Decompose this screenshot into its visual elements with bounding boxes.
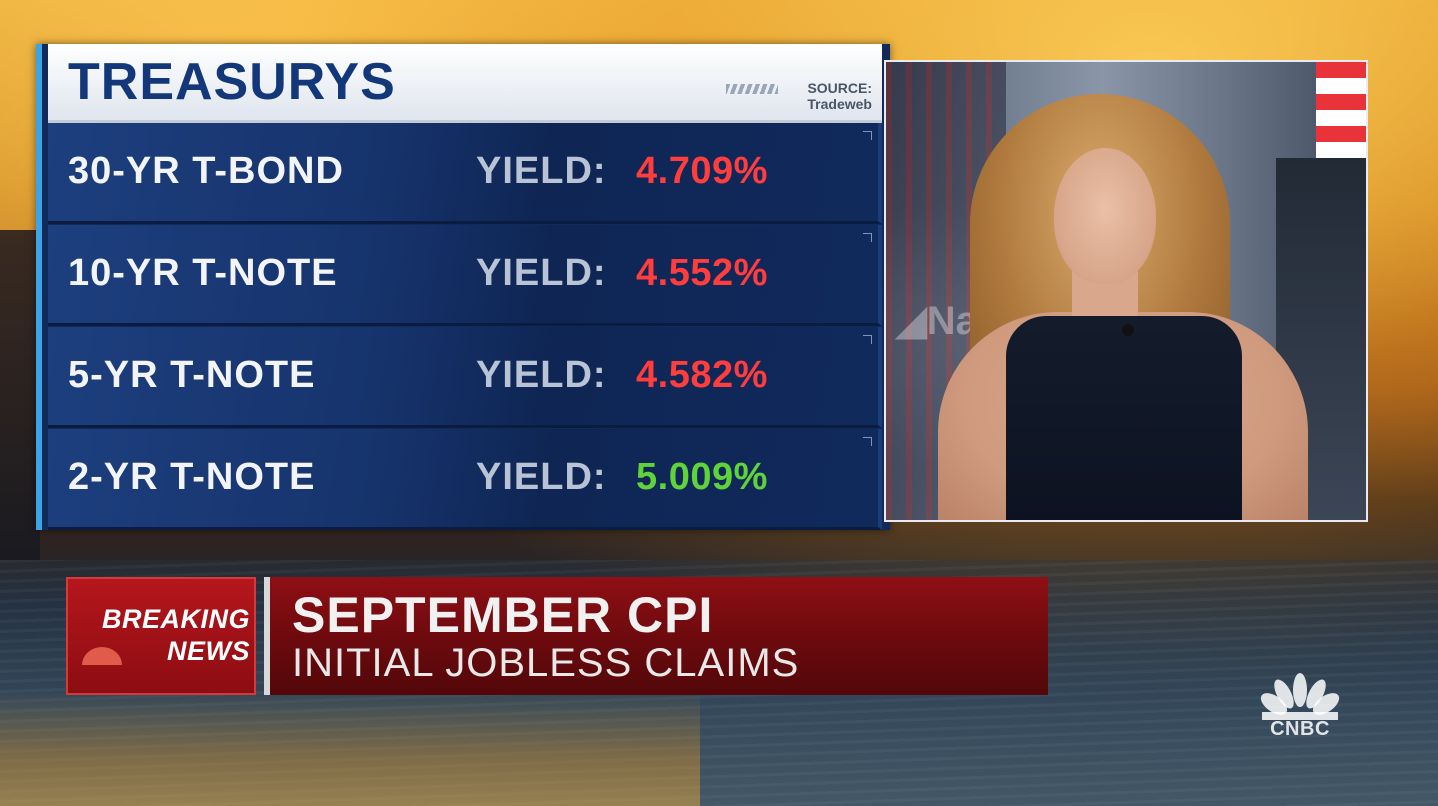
anchor-video-feed: ◢Na bbox=[884, 60, 1368, 522]
yield-value: 5.009% bbox=[636, 456, 768, 498]
headline-banner: SEPTEMBER CPI INITIAL JOBLESS CLAIMS bbox=[264, 577, 1048, 695]
peacock-icon bbox=[1260, 673, 1340, 720]
cnbc-logo: CNBC bbox=[1252, 668, 1348, 740]
yield-value: 4.709% bbox=[636, 150, 768, 192]
source-credit: SOURCE: Tradeweb bbox=[807, 80, 872, 112]
yield-label: YIELD: bbox=[476, 150, 607, 192]
anchor-face bbox=[1054, 148, 1156, 284]
bond-name: 30-YR T-BOND bbox=[68, 150, 344, 192]
breaking-news-badge: BREAKING NEWS bbox=[66, 577, 256, 695]
cnbc-wordmark: CNBC bbox=[1270, 718, 1330, 740]
bond-name: 10-YR T-NOTE bbox=[68, 252, 338, 294]
board-title: TREASURYS bbox=[68, 53, 396, 111]
treasury-row: 2-YR T-NOTE YIELD: 5.009% bbox=[48, 429, 882, 530]
board-header: TREASURYS SOURCE: Tradeweb bbox=[48, 44, 882, 123]
source-stripes-icon bbox=[726, 84, 778, 94]
treasurys-board: TREASURYS SOURCE: Tradeweb 30-YR T-BOND … bbox=[36, 44, 890, 530]
headline-title: SEPTEMBER CPI bbox=[292, 587, 714, 643]
yield-label: YIELD: bbox=[476, 354, 607, 396]
studio-logo-reflection: ◢Na bbox=[896, 299, 978, 343]
treasury-row: 5-YR T-NOTE YIELD: 4.582% bbox=[48, 327, 882, 428]
yield-label: YIELD: bbox=[476, 252, 607, 294]
yield-label: YIELD: bbox=[476, 456, 607, 498]
treasury-row: 10-YR T-NOTE YIELD: 4.552% bbox=[48, 225, 882, 326]
treasury-row: 30-YR T-BOND YIELD: 4.709% bbox=[48, 123, 882, 224]
source-name: Tradeweb bbox=[807, 96, 872, 112]
lapel-mic-icon bbox=[1122, 324, 1134, 336]
source-label: SOURCE: bbox=[807, 80, 872, 96]
anchor-dress bbox=[1006, 316, 1242, 520]
background-glow bbox=[0, 690, 700, 806]
breaking-swoosh-icon bbox=[82, 647, 122, 665]
bond-name: 2-YR T-NOTE bbox=[68, 456, 316, 498]
city-skyline bbox=[0, 230, 40, 560]
american-flag bbox=[1316, 62, 1366, 158]
bond-name: 5-YR T-NOTE bbox=[68, 354, 316, 396]
headline-subtitle: INITIAL JOBLESS CLAIMS bbox=[292, 641, 800, 685]
badge-line-2: NEWS bbox=[167, 636, 250, 666]
yield-value: 4.552% bbox=[636, 252, 768, 294]
badge-line-1: BREAKING bbox=[101, 604, 250, 634]
yield-value: 4.582% bbox=[636, 354, 768, 396]
